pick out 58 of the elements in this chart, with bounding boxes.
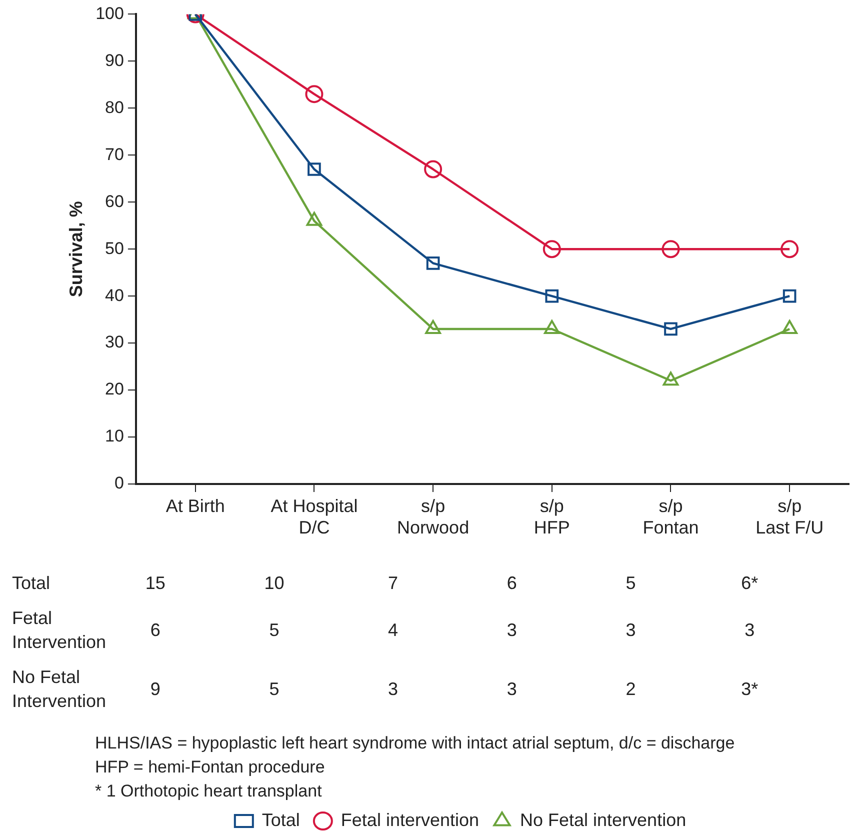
text: HFP = hemi-Fontan procedure bbox=[95, 758, 325, 777]
y-tick-label: 70 bbox=[105, 144, 124, 164]
y-tick-label: 30 bbox=[105, 332, 124, 352]
text: 5 bbox=[269, 678, 280, 699]
text: 3 bbox=[744, 620, 755, 640]
text: No Fetal Intervention bbox=[12, 666, 106, 711]
y-axis-title: Survival, % bbox=[66, 201, 86, 298]
text: 10 bbox=[264, 572, 284, 593]
text: 3* bbox=[741, 678, 758, 699]
text: 7 bbox=[388, 572, 398, 593]
text: 5 bbox=[269, 620, 280, 640]
y-tick-label: 80 bbox=[105, 98, 124, 117]
point bbox=[782, 289, 796, 303]
text: 6* bbox=[741, 572, 758, 593]
point bbox=[424, 160, 442, 178]
y-tick-label: 90 bbox=[105, 50, 124, 70]
x-tick-label: At Hospital D/C bbox=[270, 496, 358, 538]
y-tick-label: 40 bbox=[105, 286, 124, 305]
point bbox=[545, 289, 559, 303]
x-tick-label: s/p Norwood bbox=[397, 496, 470, 538]
text: Fetal Intervention bbox=[12, 608, 106, 652]
text: 3 bbox=[388, 678, 398, 699]
y-tick-label: 50 bbox=[105, 238, 124, 258]
y-tick-label: 10 bbox=[105, 426, 124, 446]
y-tick-label: 0 bbox=[114, 474, 124, 493]
y-tick-label: 20 bbox=[105, 380, 124, 399]
point bbox=[544, 320, 560, 334]
legend-label: Fetal intervention bbox=[340, 810, 480, 830]
point bbox=[782, 320, 798, 334]
x-tick-label: s/p Fontan bbox=[642, 496, 699, 538]
legend-label: No Fetal intervention bbox=[520, 810, 686, 830]
point bbox=[664, 322, 678, 336]
point bbox=[308, 162, 321, 176]
text: 4 bbox=[388, 620, 398, 640]
point bbox=[662, 240, 680, 258]
x-tick-label: At Birth bbox=[166, 496, 225, 516]
text: * 1 Orthotopic heart transplant bbox=[95, 782, 322, 801]
y-tick-label: 60 bbox=[105, 192, 124, 211]
text: 6 bbox=[506, 572, 517, 593]
x-tick-label: s/p Last F/U bbox=[756, 496, 824, 538]
text: 5 bbox=[626, 572, 636, 593]
point bbox=[426, 256, 440, 270]
text: 3 bbox=[506, 678, 517, 699]
point bbox=[425, 320, 441, 334]
text: Total bbox=[12, 572, 50, 593]
text: 9 bbox=[150, 678, 160, 699]
text: 3 bbox=[506, 620, 517, 640]
text: HLHS/IAS = hypoplastic left heart syndrome with intact atrial septum, d/c = discharge bbox=[95, 734, 735, 753]
text: 6 bbox=[150, 620, 160, 640]
text: 2 bbox=[626, 678, 636, 699]
point bbox=[542, 240, 561, 258]
point bbox=[780, 240, 799, 258]
point bbox=[662, 372, 679, 386]
legend-label: Total bbox=[262, 810, 300, 830]
x-tick-label: s/p HFP bbox=[534, 496, 570, 538]
text: 3 bbox=[626, 620, 636, 640]
y-tick-label: 100 bbox=[96, 4, 124, 23]
text: 15 bbox=[145, 572, 166, 593]
